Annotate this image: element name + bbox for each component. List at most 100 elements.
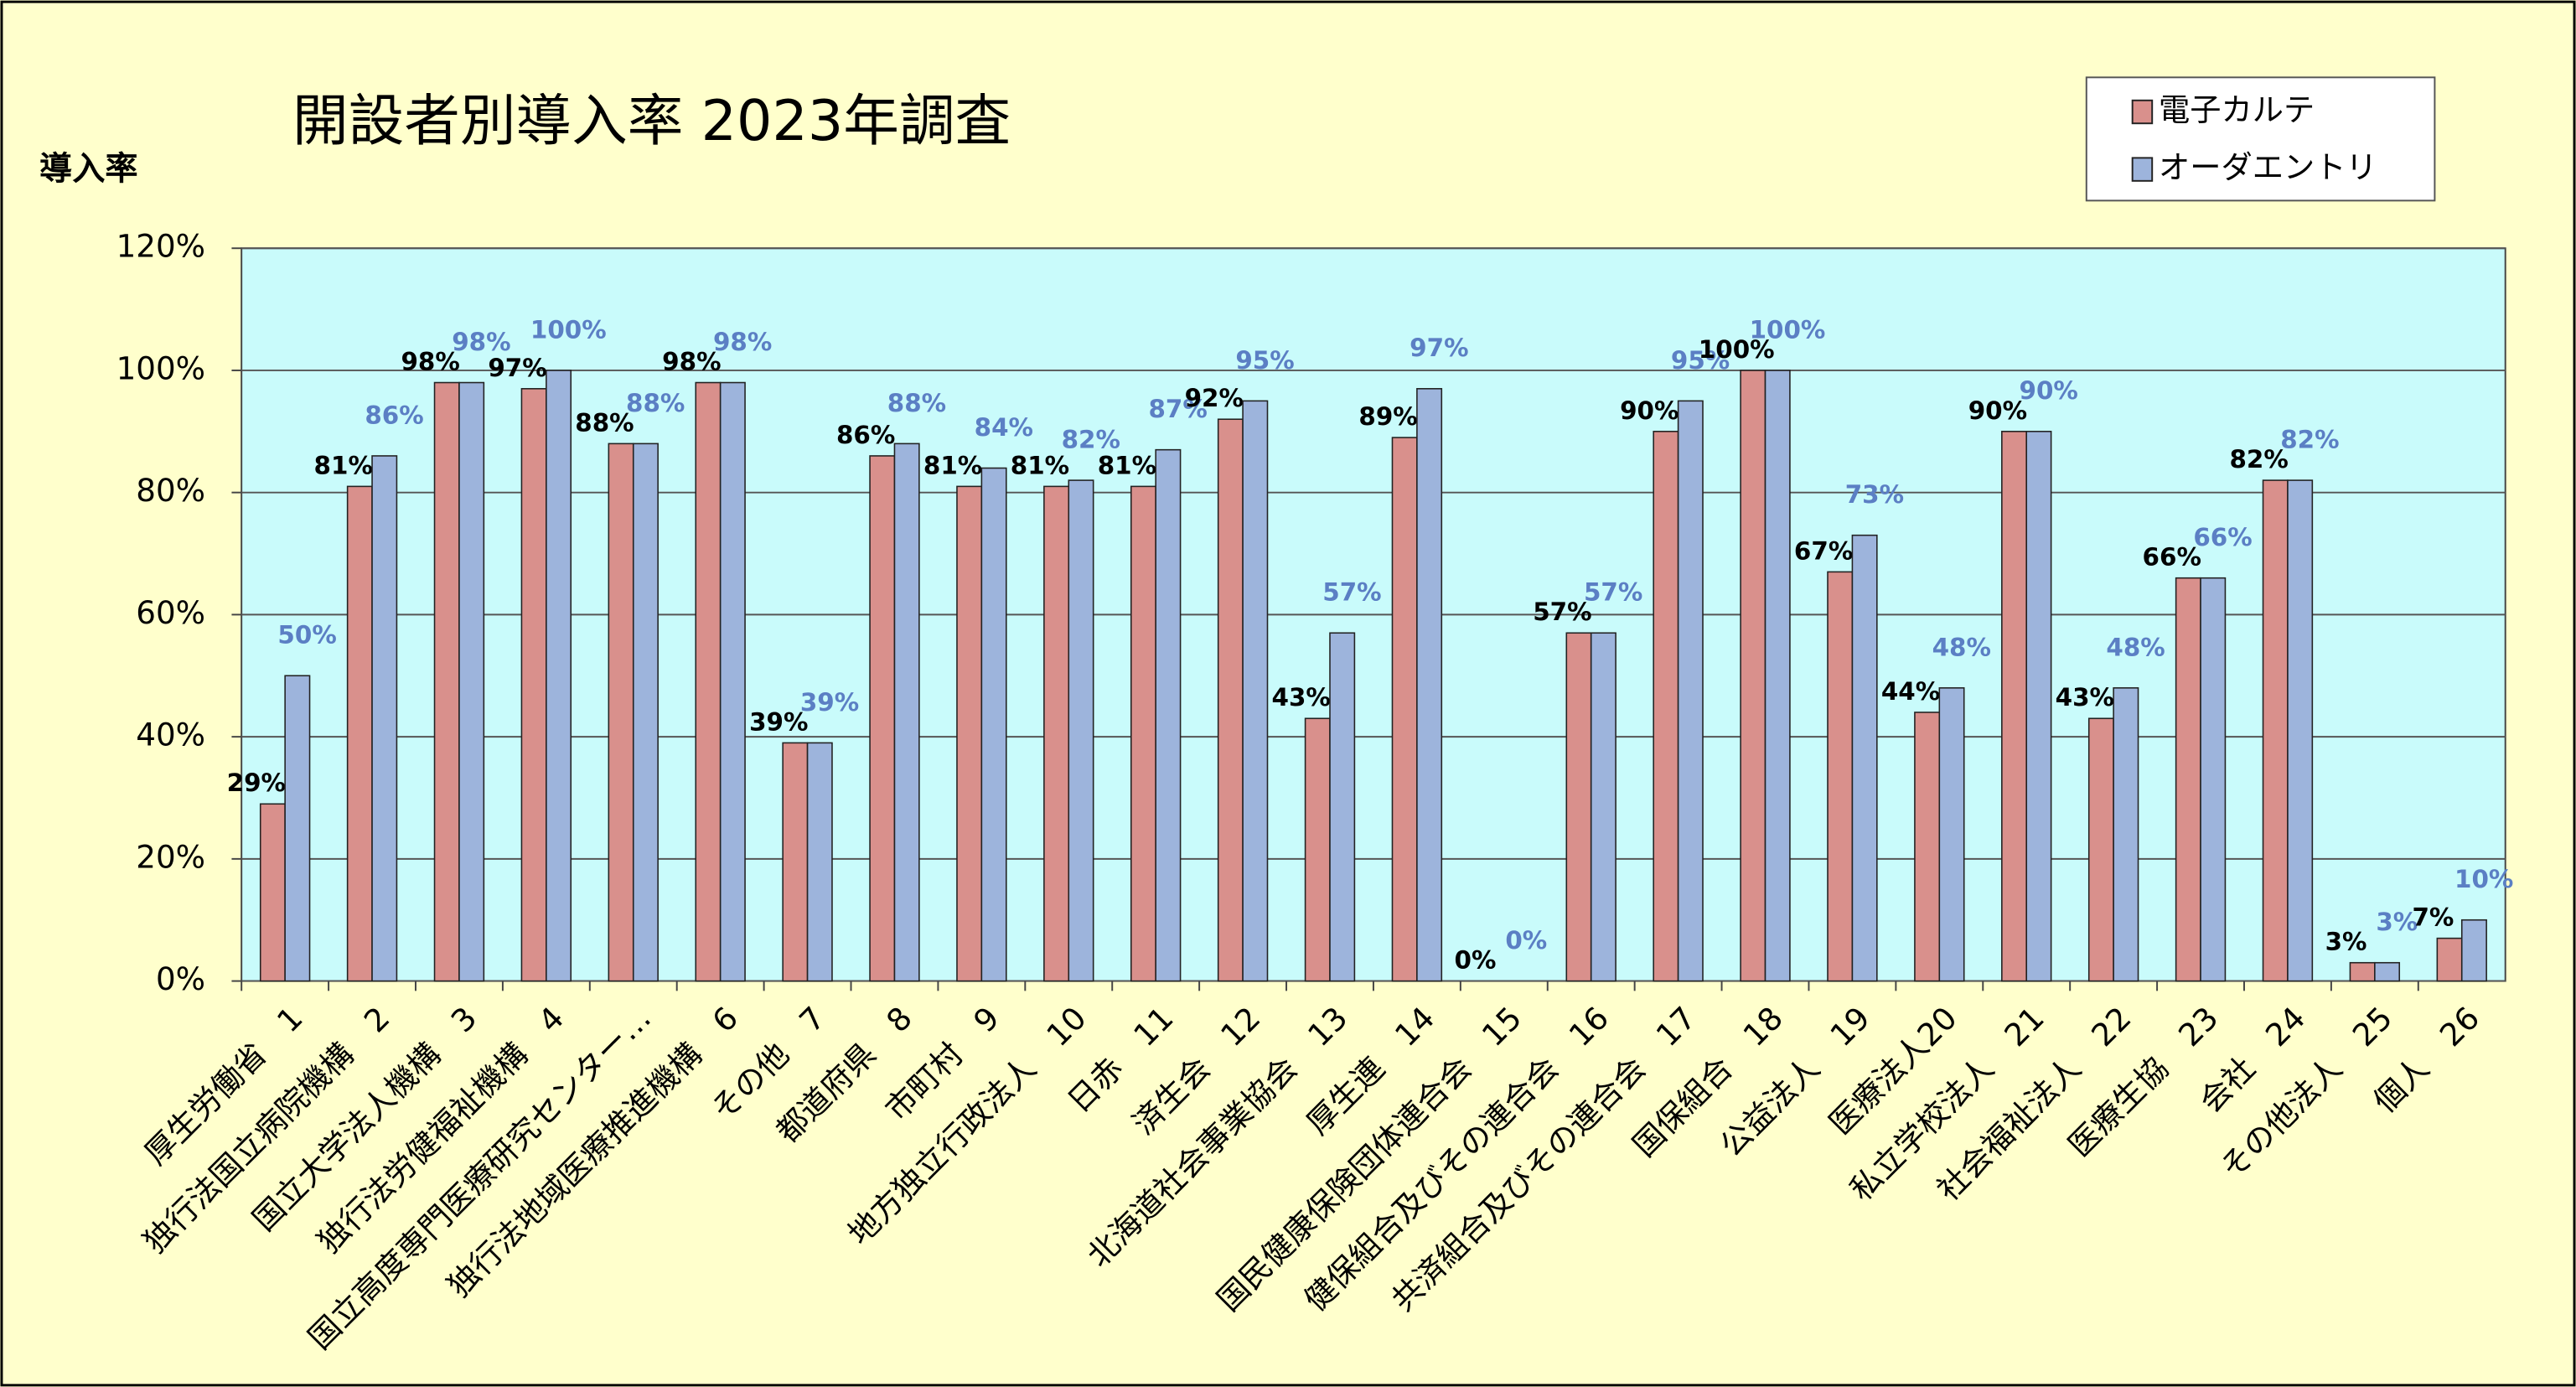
value-label: 81% xyxy=(314,451,373,479)
value-label: 86% xyxy=(365,401,423,429)
value-label: 10% xyxy=(2454,865,2513,893)
value-label: 44% xyxy=(1881,677,1940,706)
bar xyxy=(719,381,746,982)
value-label: 88% xyxy=(575,408,634,437)
value-label: 43% xyxy=(2056,683,2114,712)
bar xyxy=(1653,431,1679,982)
bar xyxy=(1590,632,1616,982)
y-axis-title: 導入率 xyxy=(39,151,138,189)
value-label: 88% xyxy=(887,389,946,417)
bar xyxy=(2175,577,2201,982)
bar xyxy=(1043,485,1070,982)
bar xyxy=(1827,571,1854,982)
bar xyxy=(1242,400,1269,982)
bar xyxy=(869,455,896,982)
value-label: 98% xyxy=(452,328,510,356)
bar xyxy=(1329,632,1356,982)
value-label: 87% xyxy=(1148,395,1207,423)
value-label: 100% xyxy=(1699,335,1775,364)
bar xyxy=(2113,687,2139,982)
bar xyxy=(2262,479,2289,982)
bar xyxy=(1851,534,1878,982)
bar xyxy=(893,442,920,982)
bar xyxy=(2087,717,2114,982)
bar xyxy=(2374,961,2401,982)
bar xyxy=(782,742,809,982)
legend-swatch xyxy=(2131,99,2154,125)
bar xyxy=(284,675,311,982)
value-label: 92% xyxy=(1185,384,1244,412)
bar xyxy=(695,381,722,982)
value-label: 66% xyxy=(2193,523,2252,551)
value-label: 57% xyxy=(1584,578,1642,607)
bar xyxy=(1677,400,1704,982)
value-label: 66% xyxy=(2143,543,2201,572)
value-label: 95% xyxy=(1235,346,1294,375)
value-label: 0% xyxy=(1455,946,1497,975)
value-label: 90% xyxy=(1968,396,2027,425)
value-label: 97% xyxy=(1410,334,1468,362)
value-label: 81% xyxy=(1098,451,1156,479)
y-tick-label: 40% xyxy=(136,717,205,753)
value-label: 48% xyxy=(2106,633,2165,661)
bar xyxy=(1416,388,1443,982)
bar xyxy=(346,485,373,982)
value-label: 89% xyxy=(1358,402,1417,431)
value-label: 82% xyxy=(1062,426,1120,454)
value-label: 67% xyxy=(1794,536,1853,565)
value-label: 39% xyxy=(800,688,859,717)
bar xyxy=(520,388,547,982)
bar xyxy=(1130,485,1156,982)
bar xyxy=(2025,431,2052,982)
bar xyxy=(2436,937,2463,982)
bar xyxy=(1391,437,1418,982)
bar xyxy=(2200,577,2227,982)
value-label: 82% xyxy=(2280,426,2339,454)
value-label: 97% xyxy=(488,354,546,382)
bar xyxy=(2460,919,2487,982)
y-tick-label: 100% xyxy=(116,349,205,386)
bar xyxy=(2349,961,2376,982)
value-label: 100% xyxy=(530,315,607,344)
bar xyxy=(546,370,572,982)
value-label: 86% xyxy=(836,421,895,449)
value-label: 81% xyxy=(1011,451,1069,479)
bar xyxy=(1764,370,1791,982)
legend-label: オーダエントリ xyxy=(2159,149,2377,186)
y-tick-label: 80% xyxy=(136,472,205,509)
bar xyxy=(1914,712,1941,982)
bar xyxy=(433,381,460,982)
bar xyxy=(1304,717,1331,982)
bar xyxy=(1217,418,1244,982)
value-label: 98% xyxy=(401,347,459,375)
bar xyxy=(806,742,833,982)
value-label: 50% xyxy=(277,621,336,650)
value-label: 0% xyxy=(1505,926,1547,955)
value-label: 100% xyxy=(1750,315,1826,344)
bar xyxy=(1068,479,1094,982)
bar xyxy=(2287,479,2314,982)
bar xyxy=(1740,370,1766,982)
value-label: 88% xyxy=(626,389,685,417)
bar xyxy=(608,442,634,982)
value-label: 90% xyxy=(2020,376,2078,405)
value-label: 29% xyxy=(227,769,286,797)
y-tick-label: 0% xyxy=(156,960,205,997)
bar xyxy=(1938,687,1965,982)
value-label: 98% xyxy=(713,328,772,356)
bar xyxy=(2001,431,2028,982)
bar xyxy=(956,485,983,982)
value-label: 95% xyxy=(1671,346,1730,375)
value-label: 3% xyxy=(2376,908,2418,936)
value-label: 98% xyxy=(662,347,721,375)
value-label: 3% xyxy=(2325,928,2367,956)
bar xyxy=(1565,632,1592,982)
value-label: 7% xyxy=(2412,903,2454,932)
value-label: 57% xyxy=(1322,578,1381,607)
y-tick-label: 120% xyxy=(116,228,205,265)
value-label: 90% xyxy=(1620,396,1679,425)
value-label: 57% xyxy=(1533,598,1591,626)
value-label: 84% xyxy=(975,413,1033,442)
